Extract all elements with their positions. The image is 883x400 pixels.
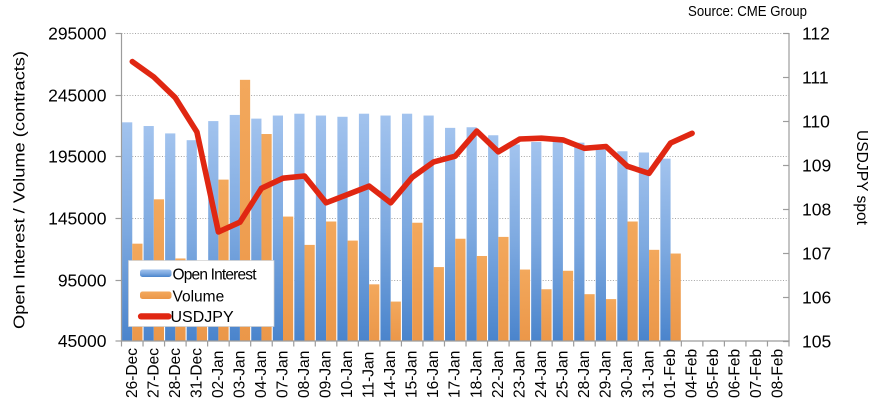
svg-text:107: 107 <box>802 243 831 263</box>
svg-text:23-Jan: 23-Jan <box>511 351 528 398</box>
svg-text:31-Dec: 31-Dec <box>188 348 205 398</box>
svg-text:03-Jan: 03-Jan <box>231 351 248 398</box>
svg-text:Volume: Volume <box>173 289 225 306</box>
svg-text:195000: 195000 <box>48 146 107 166</box>
svg-text:16-Jan: 16-Jan <box>425 351 442 398</box>
svg-text:27-Dec: 27-Dec <box>145 348 162 398</box>
svg-text:02-Jan: 02-Jan <box>210 351 227 398</box>
svg-text:109: 109 <box>802 155 831 175</box>
svg-text:95000: 95000 <box>58 270 107 290</box>
svg-text:17-Jan: 17-Jan <box>447 351 464 398</box>
svg-text:45000: 45000 <box>58 331 107 351</box>
svg-text:110: 110 <box>802 111 830 131</box>
svg-text:07-Feb: 07-Feb <box>748 349 765 398</box>
svg-text:108: 108 <box>802 199 831 219</box>
svg-text:Source: CME Group: Source: CME Group <box>688 3 807 20</box>
svg-text:24-Jan: 24-Jan <box>533 351 550 398</box>
svg-text:09-Jan: 09-Jan <box>318 351 335 398</box>
svg-text:18-Jan: 18-Jan <box>468 351 485 398</box>
svg-text:04-Feb: 04-Feb <box>684 349 701 398</box>
svg-text:11-Jan: 11-Jan <box>361 352 378 398</box>
svg-text:Open Interest / Volume (contra: Open Interest / Volume (contracts) <box>12 51 29 329</box>
svg-text:08-Jan: 08-Jan <box>296 351 313 398</box>
svg-text:22-Jan: 22-Jan <box>490 351 507 398</box>
svg-text:USDJPY: USDJPY <box>171 309 234 326</box>
svg-text:30-Jan: 30-Jan <box>619 351 636 398</box>
svg-text:25-Jan: 25-Jan <box>554 351 571 398</box>
svg-text:28-Dec: 28-Dec <box>167 348 184 398</box>
svg-text:06-Feb: 06-Feb <box>727 349 744 398</box>
svg-text:USDJPY spot: USDJPY spot <box>853 130 870 226</box>
svg-text:15-Jan: 15-Jan <box>404 351 421 398</box>
svg-text:29-Jan: 29-Jan <box>598 351 615 398</box>
svg-text:145000: 145000 <box>48 208 107 228</box>
svg-text:105: 105 <box>802 331 831 351</box>
svg-text:26-Dec: 26-Dec <box>124 348 141 398</box>
svg-text:295000: 295000 <box>48 23 107 43</box>
svg-text:Open Interest: Open Interest <box>173 267 258 284</box>
svg-text:05-Feb: 05-Feb <box>705 349 722 398</box>
svg-text:112: 112 <box>802 23 830 43</box>
svg-text:08-Feb: 08-Feb <box>770 349 787 398</box>
svg-text:111: 111 <box>802 67 829 87</box>
svg-text:14-Jan: 14-Jan <box>382 351 399 398</box>
svg-text:106: 106 <box>802 287 831 307</box>
svg-text:04-Jan: 04-Jan <box>253 351 270 398</box>
svg-text:07-Jan: 07-Jan <box>275 351 292 398</box>
svg-text:31-Jan: 31-Jan <box>641 351 658 398</box>
svg-text:01-Feb: 01-Feb <box>662 349 679 398</box>
svg-text:10-Jan: 10-Jan <box>339 351 356 398</box>
svg-text:28-Jan: 28-Jan <box>576 351 593 398</box>
svg-text:245000: 245000 <box>48 85 107 105</box>
